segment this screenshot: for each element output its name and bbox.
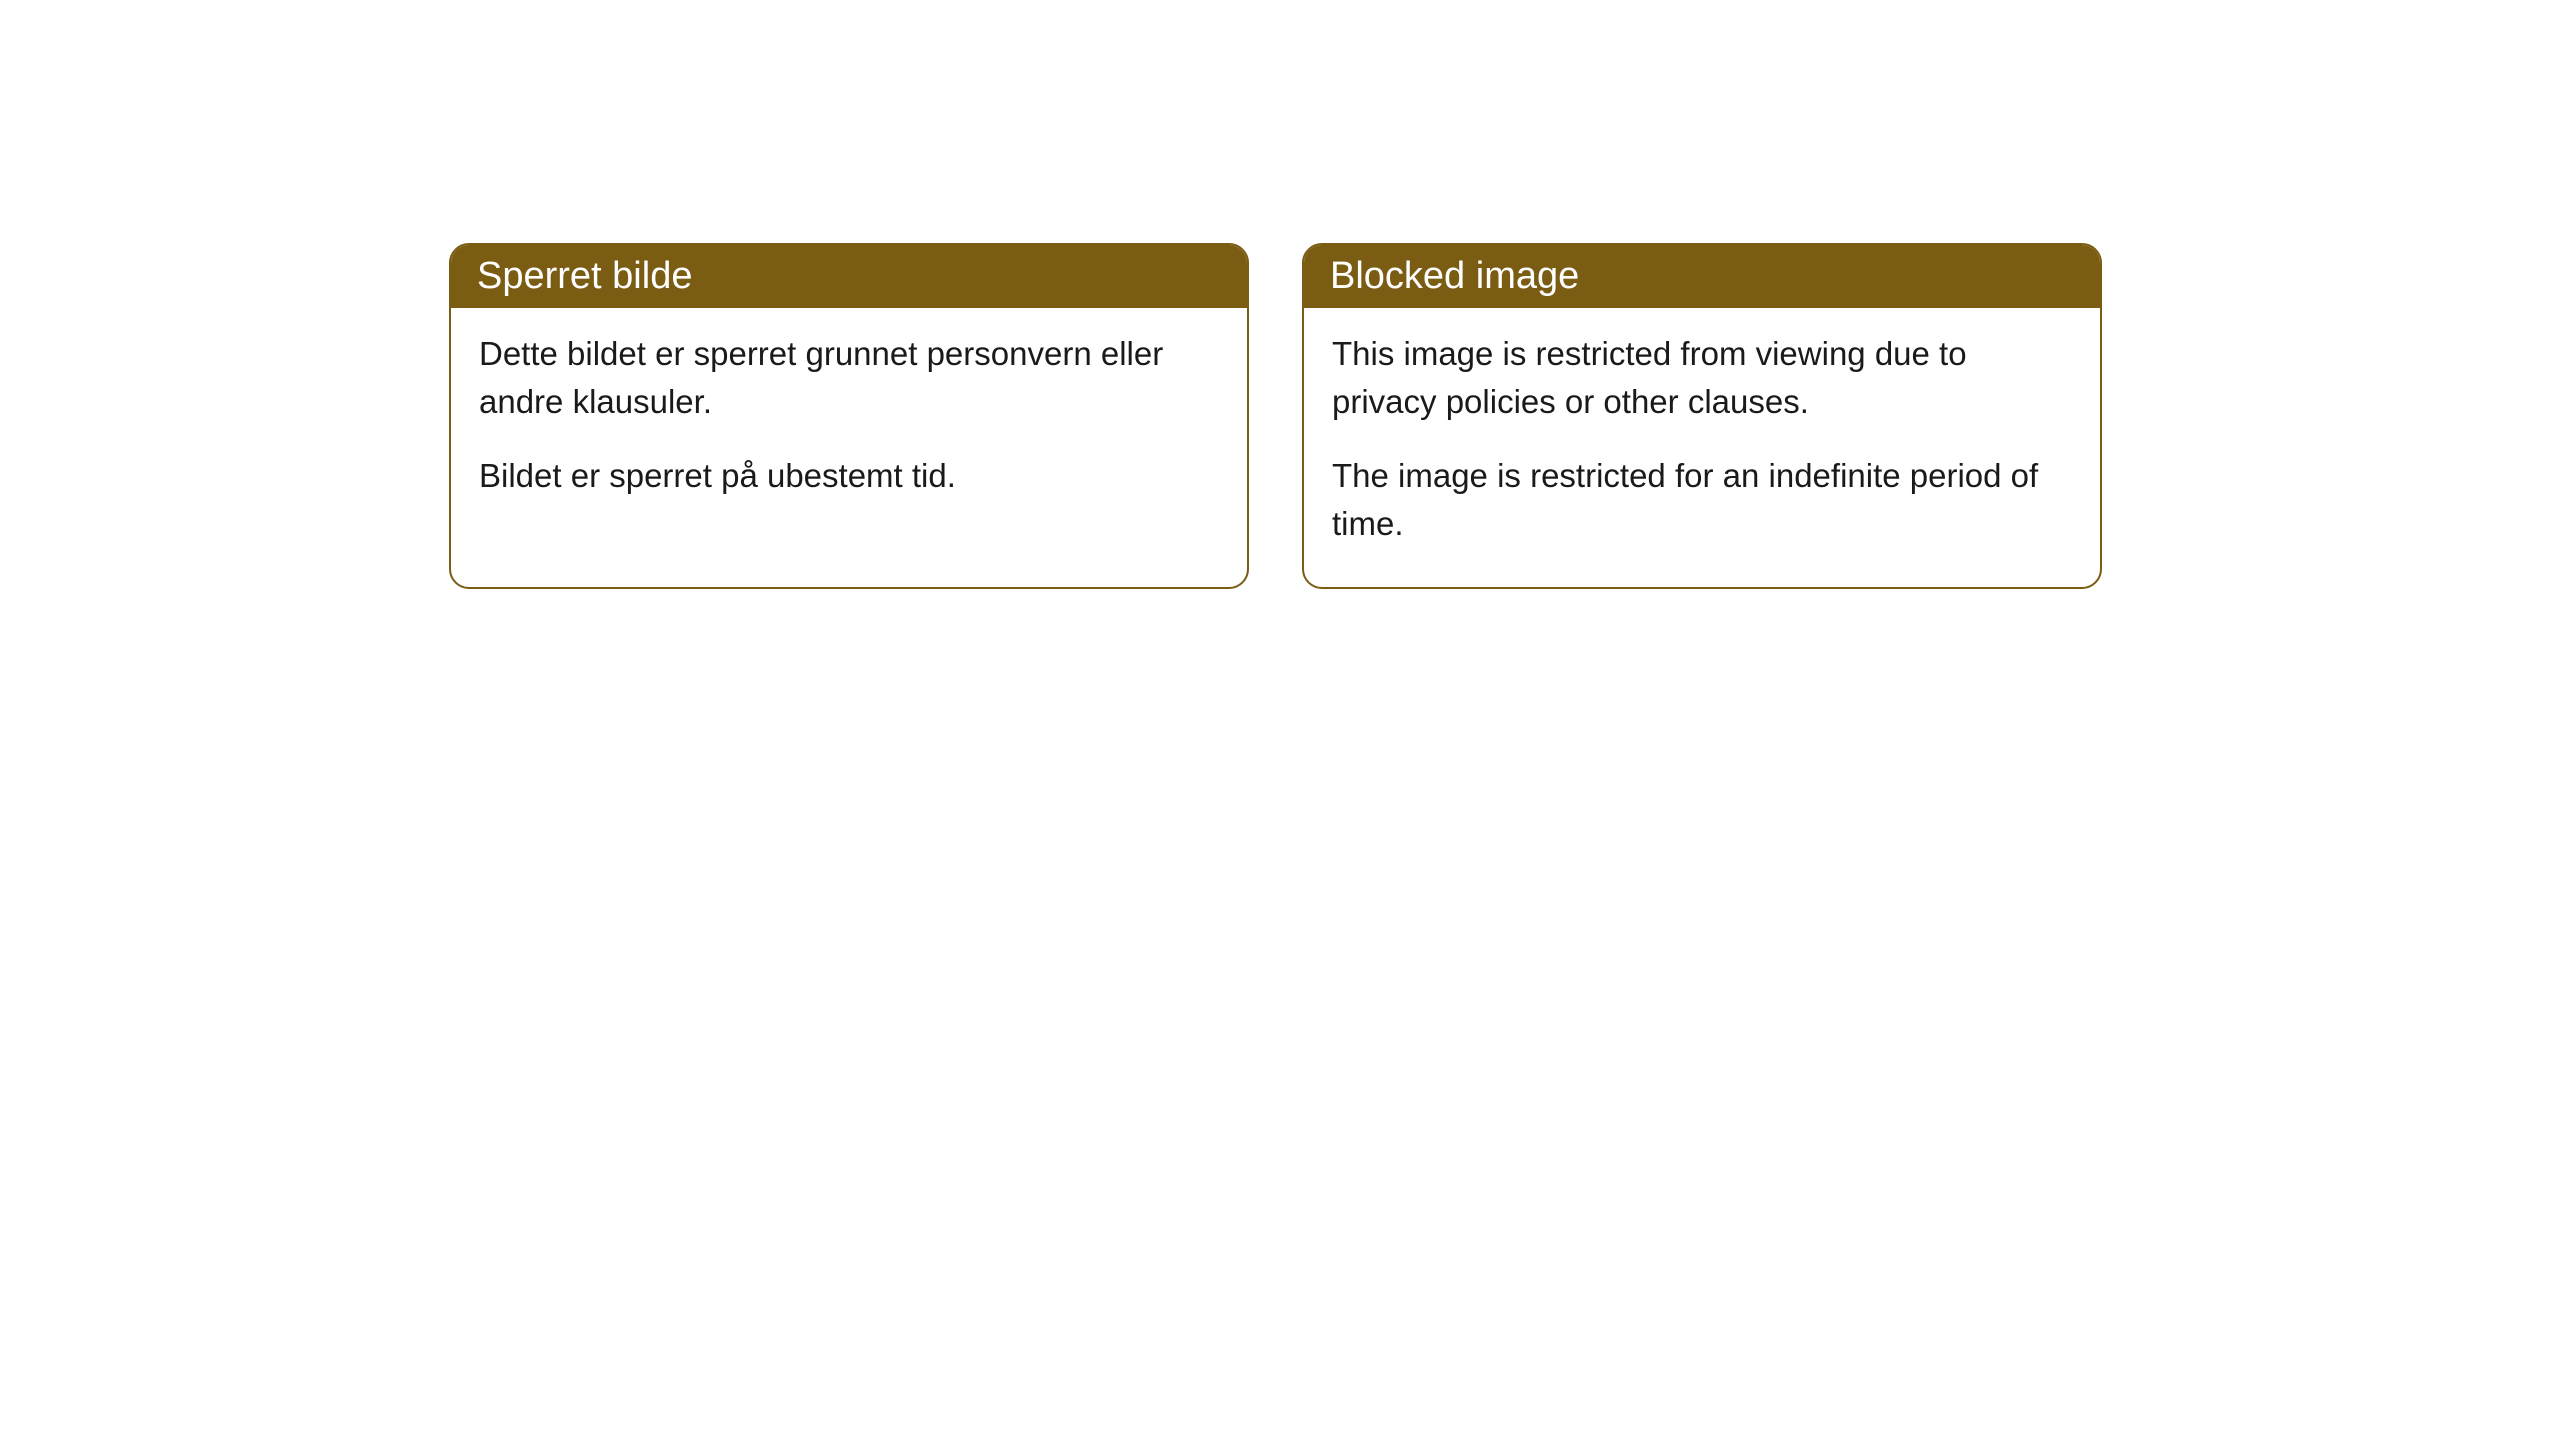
notice-paragraph: Bildet er sperret på ubestemt tid. [479, 452, 1219, 500]
notice-card-norwegian: Sperret bilde Dette bildet er sperret gr… [449, 243, 1249, 589]
card-body: This image is restricted from viewing du… [1304, 308, 2100, 587]
card-body: Dette bildet er sperret grunnet personve… [451, 308, 1247, 540]
notice-cards-container: Sperret bilde Dette bildet er sperret gr… [449, 243, 2102, 589]
card-header: Sperret bilde [451, 245, 1247, 308]
card-header: Blocked image [1304, 245, 2100, 308]
notice-paragraph: Dette bildet er sperret grunnet personve… [479, 330, 1219, 426]
notice-paragraph: This image is restricted from viewing du… [1332, 330, 2072, 426]
notice-paragraph: The image is restricted for an indefinit… [1332, 452, 2072, 548]
card-title: Sperret bilde [477, 255, 692, 297]
card-title: Blocked image [1330, 255, 1579, 297]
notice-card-english: Blocked image This image is restricted f… [1302, 243, 2102, 589]
